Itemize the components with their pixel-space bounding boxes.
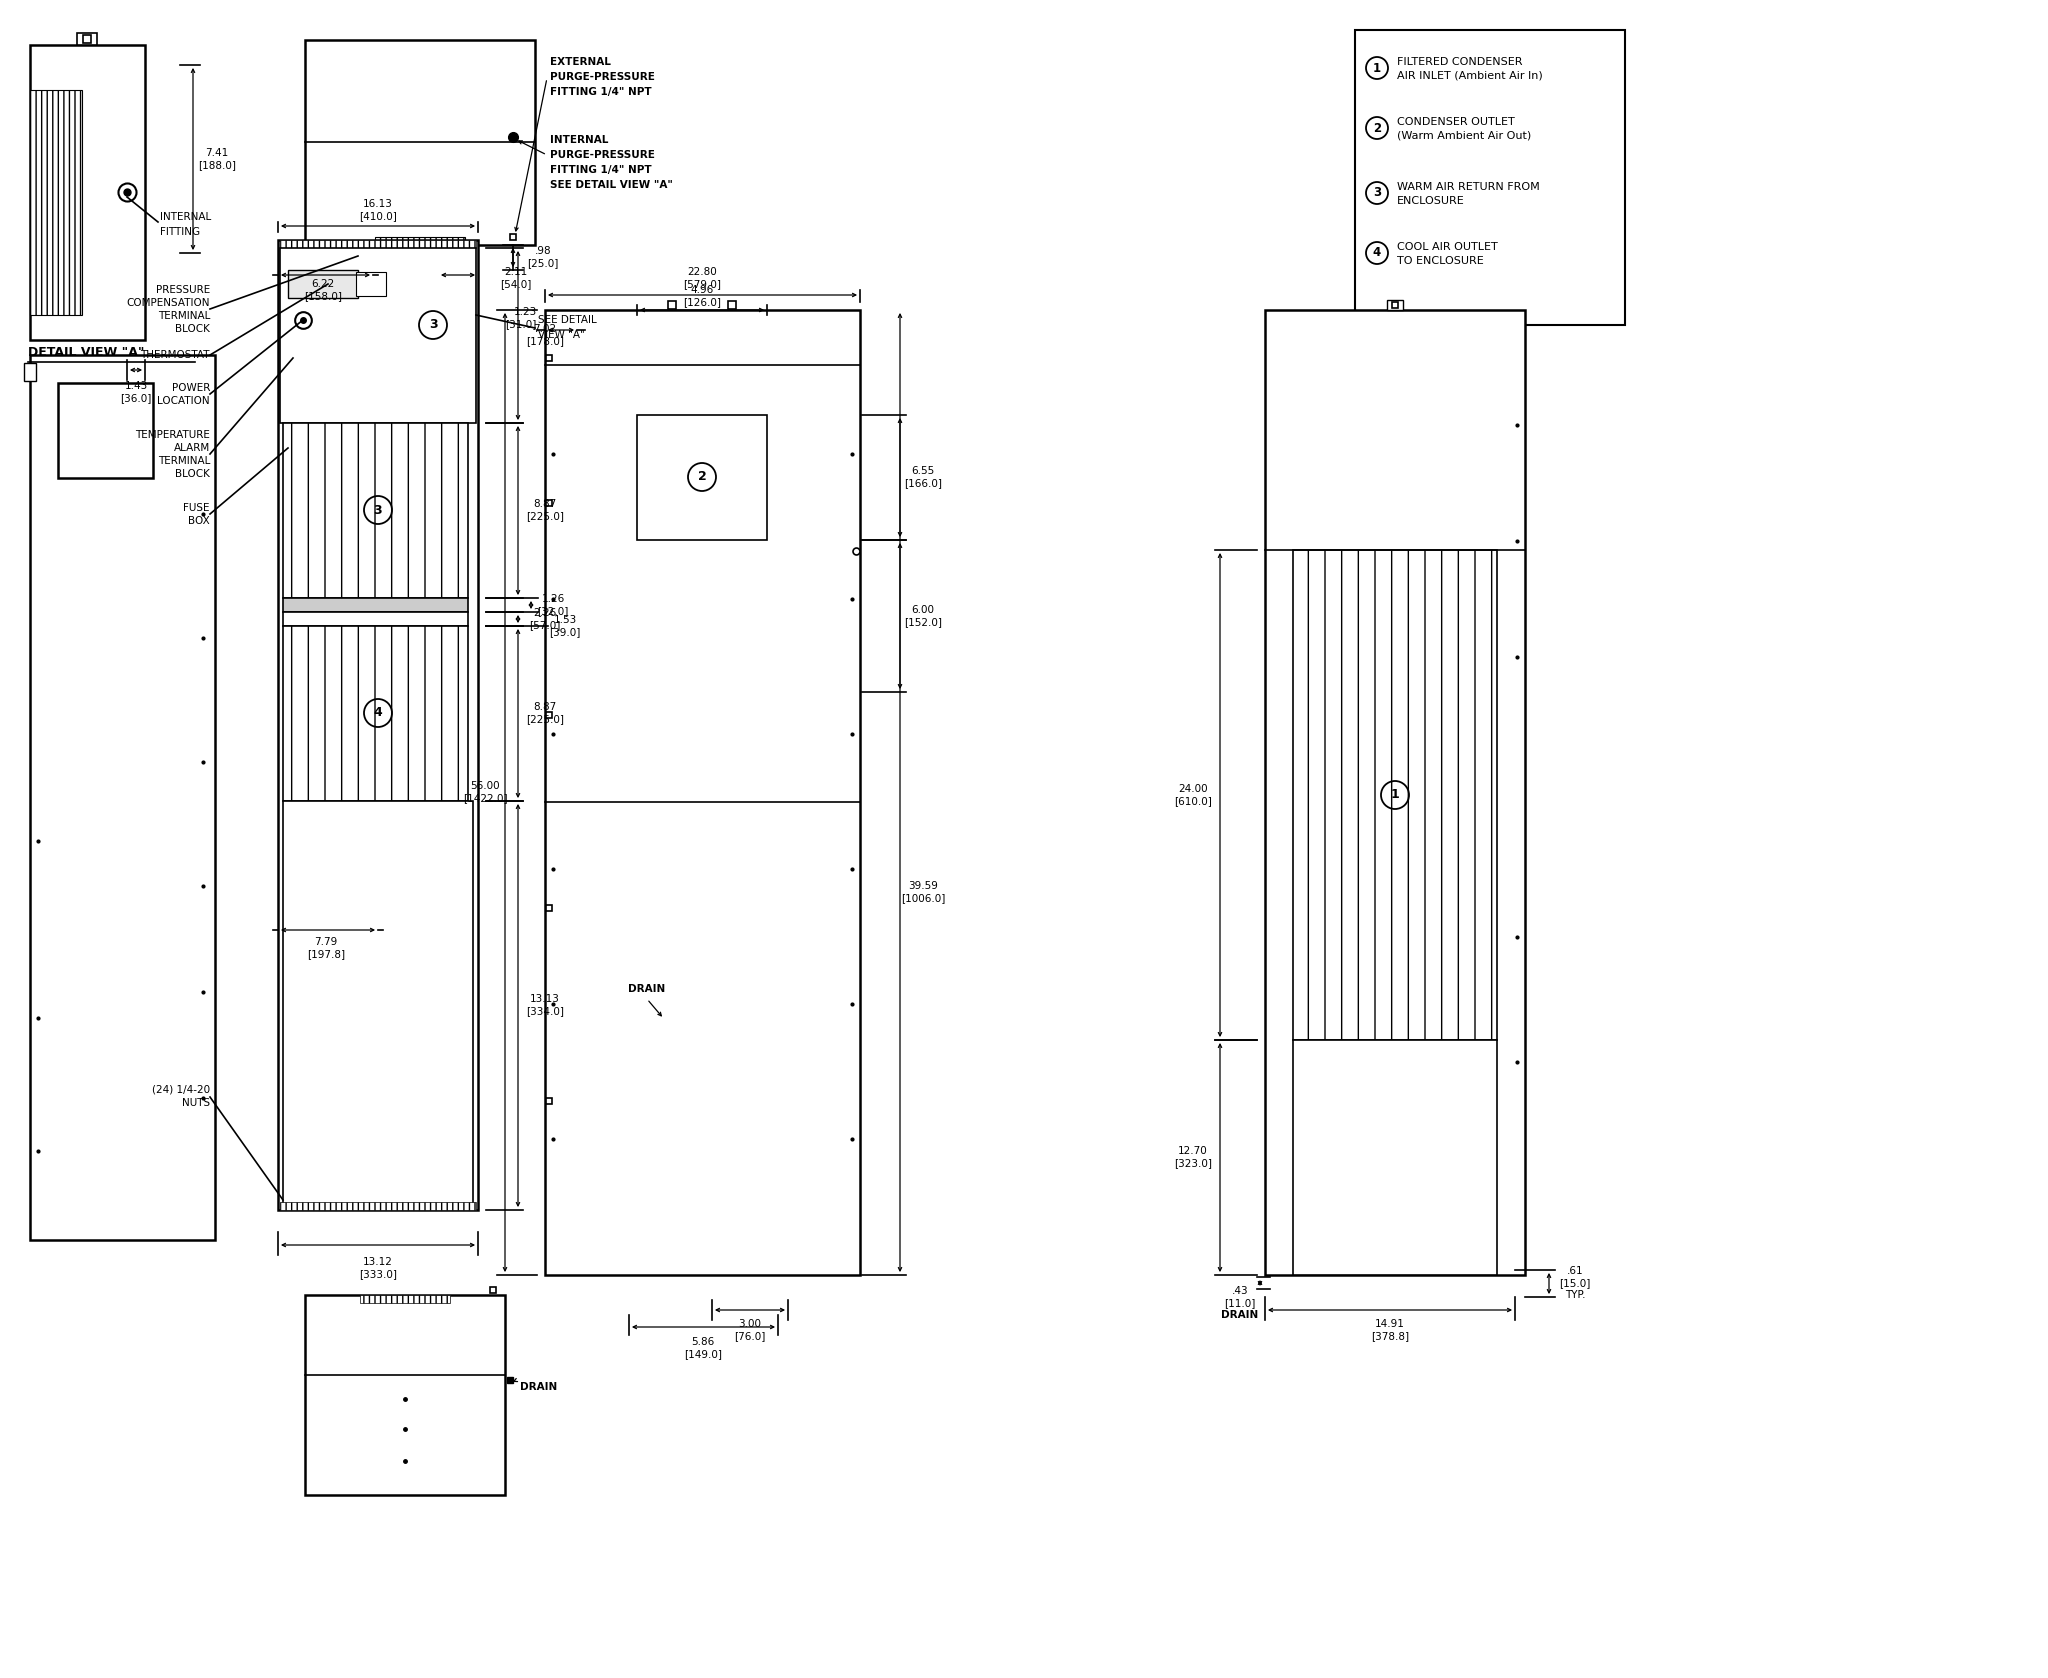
Text: DRAIN: DRAIN [629, 983, 666, 993]
Text: 8.87
[225.0]: 8.87 [225.0] [526, 498, 563, 520]
Bar [289, 270, 358, 299]
Text: (24) 1/4-20: (24) 1/4-20 [152, 1086, 211, 1096]
Text: 22.80
[579.0]: 22.80 [579.0] [682, 267, 721, 289]
Bar [283, 800, 473, 1205]
Text: 56.00
[1422.0]: 56.00 [1422.0] [463, 782, 508, 802]
Bar [1386, 300, 1403, 310]
Text: 12.70
[323.0]: 12.70 [323.0] [1174, 1146, 1212, 1168]
Text: 7.41
[188.0]: 7.41 [188.0] [199, 148, 236, 169]
Text: 6.00
[152.0]: 6.00 [152.0] [903, 606, 942, 628]
Bar [1356, 30, 1624, 326]
Text: 2: 2 [698, 470, 707, 483]
Text: 3.00
[76.0]: 3.00 [76.0] [735, 1319, 766, 1341]
Text: INTERNAL: INTERNAL [160, 211, 211, 221]
Text: AIR INLET (Ambient Air In): AIR INLET (Ambient Air In) [1397, 70, 1542, 81]
Text: FITTING 1/4" NPT: FITTING 1/4" NPT [551, 87, 651, 97]
Bar [279, 240, 477, 1210]
Text: 13.13
[334.0]: 13.13 [334.0] [526, 993, 563, 1015]
Text: 6.55
[166.0]: 6.55 [166.0] [903, 466, 942, 488]
Bar [78, 34, 96, 45]
Bar [305, 40, 535, 245]
Text: LOCATION: LOCATION [158, 396, 211, 406]
Text: THERMOSTAT: THERMOSTAT [141, 351, 211, 361]
Bar [31, 356, 215, 1240]
Bar [281, 240, 475, 248]
Bar [1266, 310, 1526, 1275]
Text: EXTERNAL: EXTERNAL [551, 57, 610, 67]
Bar [1292, 1040, 1497, 1275]
Text: SEE DETAIL: SEE DETAIL [539, 315, 596, 326]
Text: 1.26
[32.0]: 1.26 [32.0] [537, 594, 569, 616]
Text: 4: 4 [1372, 247, 1380, 260]
Text: 2.11
[54.0]: 2.11 [54.0] [500, 267, 532, 289]
Text: 4.96
[126.0]: 4.96 [126.0] [682, 285, 721, 307]
Text: TO ENCLOSURE: TO ENCLOSURE [1397, 257, 1483, 267]
Text: .43
[11.0]: .43 [11.0] [1225, 1287, 1255, 1307]
Text: 1.23
[31.0]: 1.23 [31.0] [506, 307, 537, 329]
Text: 2: 2 [1372, 121, 1380, 134]
Bar [283, 423, 469, 597]
Text: BOX: BOX [188, 517, 211, 525]
Text: WARM AIR RETURN FROM: WARM AIR RETURN FROM [1397, 181, 1540, 191]
Text: DRAIN: DRAIN [1221, 1311, 1260, 1321]
Text: ALARM: ALARM [174, 443, 211, 453]
Bar [1292, 550, 1497, 1040]
Text: FUSE: FUSE [184, 503, 211, 513]
Bar [545, 310, 860, 1275]
Text: CONDENSER OUTLET: CONDENSER OUTLET [1397, 117, 1516, 128]
Text: .98
[25.0]: .98 [25.0] [526, 247, 559, 268]
Bar [360, 1295, 451, 1304]
Text: DRAIN: DRAIN [520, 1383, 557, 1393]
Text: 1: 1 [1372, 62, 1380, 74]
Text: 14.91
[378.8]: 14.91 [378.8] [1370, 1319, 1409, 1341]
Text: 2.26
[57.0]: 2.26 [57.0] [528, 607, 561, 629]
Bar [31, 45, 145, 341]
Text: POWER: POWER [172, 383, 211, 393]
Text: INTERNAL: INTERNAL [551, 134, 608, 144]
Bar [31, 91, 82, 315]
Bar [283, 612, 469, 626]
Text: 1.53
[39.0]: 1.53 [39.0] [549, 616, 582, 636]
Text: PRESSURE: PRESSURE [156, 285, 211, 295]
Text: PURGE-PRESSURE: PURGE-PRESSURE [551, 72, 655, 82]
Text: 1: 1 [1391, 789, 1399, 802]
Text: BLOCK: BLOCK [176, 468, 211, 478]
Text: DETAIL VIEW "A": DETAIL VIEW "A" [29, 346, 145, 359]
Bar [375, 237, 465, 245]
Text: .61
[15.0]
TYP.: .61 [15.0] TYP. [1559, 1267, 1591, 1299]
Text: 6.22
[158.0]: 6.22 [158.0] [303, 279, 342, 300]
Text: VIEW "A": VIEW "A" [539, 331, 586, 341]
Text: 16.13
[410.0]: 16.13 [410.0] [358, 200, 397, 221]
Bar [25, 362, 37, 381]
Text: PURGE-PRESSURE: PURGE-PRESSURE [551, 149, 655, 159]
Text: COOL AIR OUTLET: COOL AIR OUTLET [1397, 242, 1497, 252]
Text: TERMINAL: TERMINAL [158, 310, 211, 320]
Text: TEMPERATURE: TEMPERATURE [135, 430, 211, 440]
Bar [281, 1201, 475, 1210]
Text: COMPENSATION: COMPENSATION [127, 299, 211, 309]
Text: 7.79
[197.8]: 7.79 [197.8] [307, 938, 344, 958]
Bar [281, 248, 475, 423]
Text: 3: 3 [1372, 186, 1380, 200]
Text: 3: 3 [428, 319, 438, 332]
Text: 1.43
[36.0]: 1.43 [36.0] [121, 381, 152, 403]
Bar [356, 272, 385, 295]
Text: 3: 3 [373, 503, 383, 517]
Text: NUTS: NUTS [182, 1097, 211, 1107]
Text: 8.87
[225.0]: 8.87 [225.0] [526, 701, 563, 723]
Text: 24.00
[610.0]: 24.00 [610.0] [1174, 784, 1212, 805]
Bar [283, 626, 469, 800]
Text: BLOCK: BLOCK [176, 324, 211, 334]
Text: 7.02
[178.0]: 7.02 [178.0] [526, 324, 563, 346]
Text: FILTERED CONDENSER: FILTERED CONDENSER [1397, 57, 1522, 67]
Text: ENCLOSURE: ENCLOSURE [1397, 196, 1464, 206]
Bar [283, 597, 469, 612]
Bar [637, 414, 768, 540]
Bar [57, 383, 154, 478]
Text: 13.12
[333.0]: 13.12 [333.0] [358, 1257, 397, 1279]
Text: TERMINAL: TERMINAL [158, 456, 211, 466]
Text: FITTING: FITTING [160, 227, 201, 237]
Bar [305, 1295, 506, 1495]
Text: 4: 4 [373, 706, 383, 720]
Text: FITTING 1/4" NPT: FITTING 1/4" NPT [551, 164, 651, 175]
